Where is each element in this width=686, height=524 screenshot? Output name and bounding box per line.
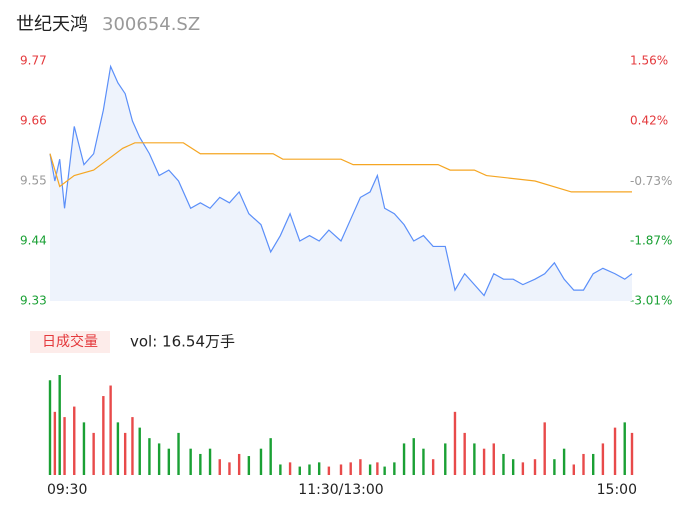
volume-bar <box>63 417 66 475</box>
volume-info: vol: 16.54万手 <box>130 333 235 351</box>
x-tick-label: 11:30/13:00 <box>298 482 383 498</box>
volume-bar <box>131 417 134 475</box>
y-tick-label: 9.44 <box>20 234 47 248</box>
volume-bar <box>473 443 476 475</box>
volume-bar <box>592 453 595 475</box>
volume-bar <box>109 385 112 475</box>
volume-bar <box>431 459 435 475</box>
volume-bar <box>167 448 171 475</box>
y-tick-label: 9.66 <box>20 114 47 128</box>
volume-bar <box>317 462 321 475</box>
volume-bar <box>511 459 515 475</box>
volume-bar <box>562 448 566 475</box>
volume-bar <box>208 448 212 475</box>
volume-bar <box>453 411 457 475</box>
volume-bar <box>73 406 76 475</box>
volume-bar <box>48 380 52 475</box>
volume-bar <box>199 453 202 475</box>
volume-bar <box>412 438 415 475</box>
volume-bar <box>148 438 151 475</box>
volume-bar <box>58 375 61 475</box>
volume-badge <box>30 331 110 353</box>
y2-tick-label: -3.01% <box>630 294 672 308</box>
volume-bar <box>189 448 192 475</box>
volume-bar <box>543 422 546 475</box>
volume-bar <box>157 443 161 475</box>
y-tick-label: 9.33 <box>20 294 47 308</box>
volume-bar <box>288 462 292 475</box>
volume-bar <box>53 411 57 475</box>
volume-bar <box>482 448 486 475</box>
stock-name: 世纪天鸿 <box>16 14 88 35</box>
volume-bar <box>247 456 251 475</box>
y-tick-label: 9.55 <box>20 174 47 188</box>
volume-bar <box>339 464 343 475</box>
volume-bar <box>444 443 447 475</box>
volume-bar <box>492 443 495 475</box>
volume-bar <box>92 432 95 475</box>
volume-bar <box>298 466 301 475</box>
volume-bar <box>237 453 241 475</box>
volume-bar <box>279 464 282 475</box>
average-line <box>49 142 632 193</box>
y-tick-label: 9.77 <box>20 54 47 68</box>
volume-bar <box>572 464 575 475</box>
y2-tick-label: 0.42% <box>630 113 668 127</box>
y2-tick-label: 1.56% <box>630 54 668 68</box>
price-line <box>49 64 633 297</box>
volume-bar <box>269 438 272 475</box>
volume-bar <box>228 462 231 475</box>
stock-code: 300654.SZ <box>102 14 200 35</box>
volume-bar <box>359 459 362 475</box>
volume-bar <box>123 432 127 475</box>
volume-bar <box>402 443 406 475</box>
volume-bar <box>623 422 626 475</box>
volume-bar <box>630 432 634 475</box>
volume-bar <box>582 453 585 475</box>
volume-bar <box>502 453 505 475</box>
volume-bar <box>82 422 86 475</box>
price-area <box>50 66 632 301</box>
volume-bar <box>393 462 396 475</box>
volume-bar <box>422 448 425 475</box>
volume-bar <box>601 443 605 475</box>
volume-bar <box>533 459 537 475</box>
volume-bar <box>116 422 120 475</box>
y2-tick-label: -1.87% <box>630 234 672 248</box>
volume-bar <box>553 459 556 475</box>
volume-bar <box>463 432 466 475</box>
volume-bar <box>327 466 331 475</box>
volume-bar <box>177 432 180 475</box>
volume-bar <box>102 396 105 475</box>
volume-bar <box>521 462 525 475</box>
volume-label: 日成交量 <box>42 333 98 350</box>
volume-bar <box>613 427 617 475</box>
volume-bar <box>349 462 352 475</box>
volume-bar <box>218 459 221 475</box>
y2-tick-label: -0.73% <box>630 174 672 188</box>
volume-bar <box>308 464 311 475</box>
x-tick-label: 09:30 <box>47 482 87 498</box>
volume-bar <box>376 462 379 475</box>
volume-bar <box>259 448 263 475</box>
volume-bar <box>383 466 386 475</box>
volume-bar <box>138 427 141 475</box>
x-tick-label: 15:00 <box>597 482 637 498</box>
volume-bar <box>368 464 372 475</box>
